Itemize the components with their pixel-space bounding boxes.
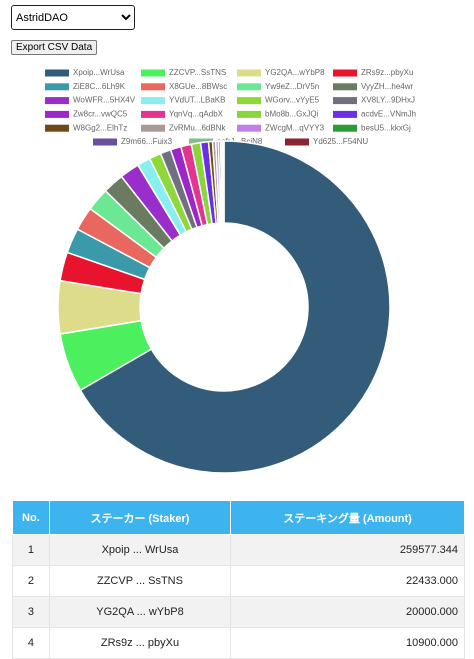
- legend-swatch: [45, 97, 69, 105]
- legend-label: Zw8cr...vwQC5: [73, 110, 128, 119]
- legend-swatch: [333, 97, 357, 105]
- legend-swatch: [45, 69, 69, 77]
- table-cell: YG2QA ... wYbP8: [48, 596, 232, 628]
- legend-swatch: [237, 124, 261, 132]
- legend-swatch: [333, 110, 357, 118]
- table-cell: ZRs9z ... pbyXu: [48, 627, 232, 659]
- slice: [222, 140, 225, 224]
- legend-label: X8GUe...8BWsc: [169, 82, 227, 91]
- table-cell: 259577.344: [230, 534, 465, 566]
- legend-label: YG2QA...wYbP8: [265, 68, 325, 77]
- legend-label: YVdUT...LBaKB: [169, 96, 225, 105]
- table-row: 4 ZRs9z ... pbyXu 10900.000: [12, 627, 465, 659]
- legend-swatch: [141, 97, 165, 105]
- legend-swatch: [333, 124, 357, 132]
- slice: [79, 140, 391, 474]
- legend-label: ZZCVP...SsTNS: [169, 68, 226, 77]
- legend-label: WGorv...vYyE5: [265, 96, 320, 105]
- dao-select[interactable]: AstridDAO: [11, 5, 135, 30]
- legend-swatch: [237, 69, 261, 77]
- chart: Xpoip...WrUsa ZZCVP...SsTNS YG2QA...wYbP8 Z…: [45, 68, 416, 474]
- table-body: 1 Xpoip ... WrUsa 259577.344 2 ZZCVP ... SsT…: [12, 534, 465, 659]
- header-cell: ステーカー (Staker): [48, 500, 232, 535]
- table-cell: 3: [12, 596, 50, 628]
- legend-swatch: [141, 83, 165, 91]
- legend-swatch: [285, 138, 309, 146]
- header-cell: ステーキング量 (Amount): [230, 500, 465, 535]
- staker-table: No. ステーカー (Staker) ステーキング量 (Amount) 1 Xpoip…: [12, 500, 465, 659]
- legend-label: Xpoip...WrUsa: [73, 68, 125, 77]
- legend-label: Yd625...F54NU: [313, 137, 368, 146]
- legend-swatch: [141, 69, 165, 77]
- legend-swatch: [45, 83, 69, 91]
- legend-label: YqnVq...qAdbX: [169, 110, 224, 119]
- legend-swatch: [141, 124, 165, 132]
- legend-label: ZWcgM...qVYY3: [265, 123, 325, 132]
- header-cell: No.: [12, 500, 50, 535]
- legend-swatch: [237, 97, 261, 105]
- table-row: 1 Xpoip ... WrUsa 259577.344: [12, 534, 465, 566]
- legend-swatch: [333, 69, 357, 77]
- legend-swatch: [333, 83, 357, 91]
- table-cell: ZZCVP ... SsTNS: [48, 565, 232, 597]
- header-row: No. ステーカー (Staker) ステーキング量 (Amount): [12, 500, 465, 535]
- legend-swatch: [45, 124, 69, 132]
- table-cell: 10900.000: [230, 627, 465, 659]
- legend-swatch: [45, 110, 69, 118]
- legend-label: Z9m66...Fuix3: [121, 137, 173, 146]
- legend-swatch: [237, 83, 261, 91]
- table-row: 2 ZZCVP ... SsTNS 22433.000: [12, 565, 465, 597]
- table-cell: 2: [12, 565, 50, 597]
- legend-label: XV8LY...9DHxJ: [361, 96, 415, 105]
- table-cell: Xpoip ... WrUsa: [48, 534, 232, 566]
- legend-label: besU5...kkxGj: [361, 123, 411, 132]
- table-row: 3 YG2QA ... wYbP8 20000.000: [12, 596, 465, 628]
- legend-label: WoWFR...5HX4V: [73, 96, 136, 105]
- legend-label: W8Gg2...ElhTz: [73, 123, 127, 132]
- legend-label: ZiE8C...6Lh9K: [73, 82, 126, 91]
- legend-swatch: [93, 138, 117, 146]
- table-cell: 20000.000: [230, 596, 465, 628]
- legend-label: VyyZH...he4wr: [361, 82, 413, 91]
- legend-label: ZRs9z...pbyXu: [361, 68, 413, 77]
- legend-label: acdvE...VNmJh: [361, 110, 416, 119]
- legend-label: ZvRMu...6dBNk: [169, 123, 226, 132]
- legend-label: Yw9eZ...DrV5n: [265, 82, 319, 91]
- table-cell: 22433.000: [230, 565, 465, 597]
- table-cell: 1: [12, 534, 50, 566]
- legend-label: bMo8b...GxJQi: [265, 110, 319, 119]
- legend-swatch: [237, 110, 261, 118]
- export-button[interactable]: Export CSV Data: [11, 40, 98, 55]
- table-cell: 4: [12, 627, 50, 659]
- legend-swatch: [141, 110, 165, 118]
